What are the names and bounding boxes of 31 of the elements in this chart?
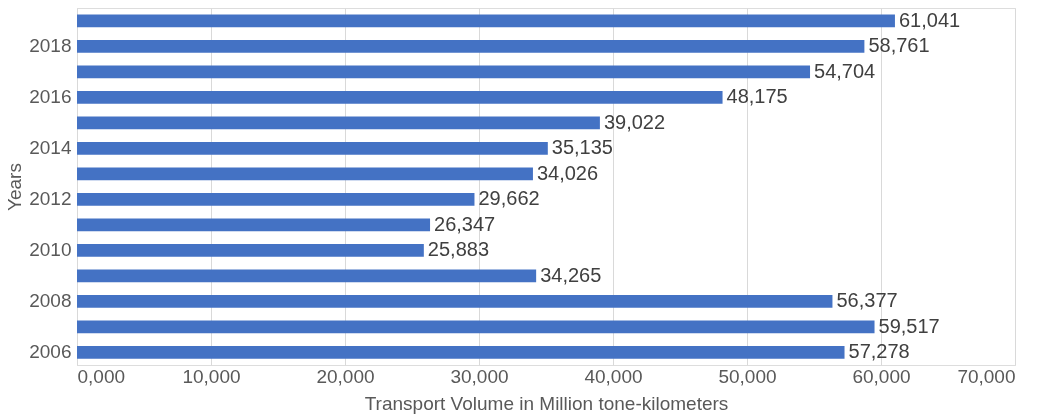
data-label: 25,883 — [427, 238, 489, 261]
y-tick-label: 2010 — [29, 239, 72, 261]
data-label: 57,278 — [848, 340, 910, 363]
x-tick-label: 70,000 — [957, 365, 1016, 387]
x-tick-label: 50,000 — [718, 365, 777, 387]
data-label: 59,517 — [878, 314, 940, 337]
data-label: 35,135 — [551, 136, 613, 159]
x-tick-label: 30,000 — [450, 365, 509, 387]
data-label: 26,347 — [434, 212, 496, 235]
data-label: 34,265 — [540, 263, 602, 286]
y-tick-label: 2014 — [29, 137, 72, 159]
data-label: 29,662 — [478, 187, 540, 210]
y-tick-label: 2012 — [29, 188, 72, 210]
x-tick-label: 10,000 — [182, 365, 241, 387]
y-tick-label: 2006 — [29, 341, 72, 363]
data-label: 56,377 — [836, 289, 898, 312]
x-tick-label: 40,000 — [584, 365, 643, 387]
data-label: 48,175 — [726, 85, 788, 108]
data-label: 58,761 — [868, 34, 930, 57]
x-tick-label: 0,000 — [77, 365, 126, 387]
data-label: 34,026 — [536, 161, 599, 184]
x-axis-title: Transport Volume in Million tone-kilometers — [364, 392, 729, 414]
y-tick-label: 2008 — [29, 290, 72, 312]
data-label: 61,041 — [898, 8, 961, 31]
data-label: 39,022 — [603, 110, 666, 133]
x-tick-label: 20,000 — [316, 365, 375, 387]
y-tick-label: 2018 — [29, 35, 72, 57]
y-axis-title: Years — [4, 163, 26, 211]
y-tick-label: 2016 — [29, 86, 72, 108]
x-tick-label: 60,000 — [852, 365, 911, 387]
data-label: 54,704 — [814, 59, 876, 82]
